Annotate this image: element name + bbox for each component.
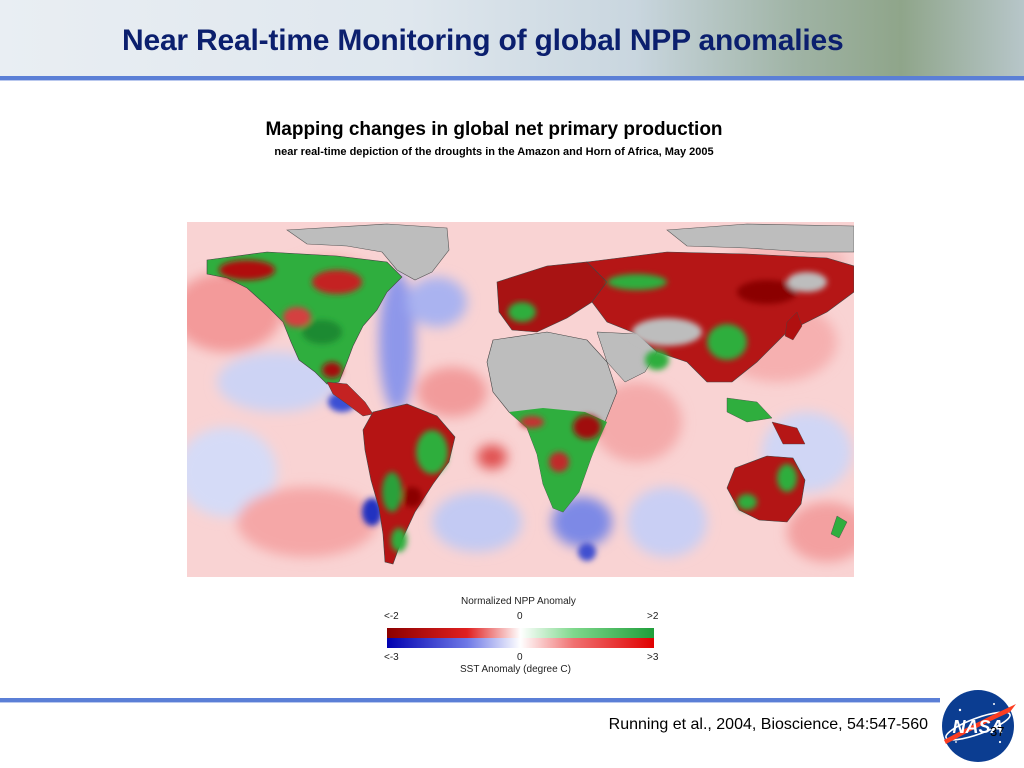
- figure-subtitle: Mapping changes in global net primary pr…: [265, 119, 723, 140]
- nasa-logo-icon: NASA: [942, 690, 1016, 762]
- footer-rule: [0, 698, 940, 703]
- slide-title: Near Real-time Monitoring of global NPP …: [122, 24, 844, 57]
- legend-top-title: Normalized NPP Anomaly: [461, 596, 576, 607]
- legend-top-mid: 0: [517, 611, 523, 622]
- legend-bottom-left: <-3: [384, 652, 399, 663]
- page-number: 37: [990, 724, 1005, 739]
- header-banner: [0, 0, 1024, 76]
- npp-anomaly-map: [187, 222, 854, 577]
- color-legend: Normalized NPP Anomaly <-2 0 >2 <-3 0 >3…: [380, 596, 670, 678]
- legend-bottom-title: SST Anomaly (degree C): [460, 664, 571, 675]
- npp-colorbar: [387, 628, 654, 638]
- header-rule: [0, 76, 1024, 81]
- legend-top-left: <-2: [384, 611, 399, 622]
- legend-top-right: >2: [647, 611, 659, 622]
- legend-bottom-right: >3: [647, 652, 659, 663]
- legend-bottom-mid: 0: [517, 652, 523, 663]
- greenland: [286, 223, 450, 281]
- svg-text:NASA: NASA: [952, 717, 1003, 737]
- figure-caption: near real-time depiction of the droughts…: [274, 146, 714, 158]
- citation: Running et al., 2004, Bioscience, 54:547…: [608, 716, 928, 733]
- sst-colorbar: [387, 638, 654, 648]
